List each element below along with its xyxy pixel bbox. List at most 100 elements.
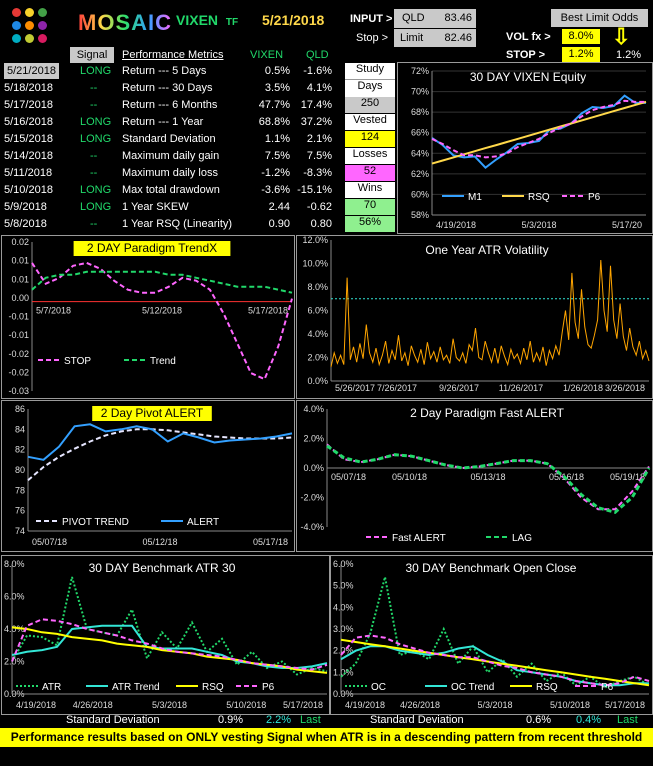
stop2-right-value: 1.2% (616, 49, 642, 61)
series-line-atr (11, 576, 328, 676)
benchoc-svg: 0.0%1.0%2.0%3.0%4.0%5.0%6.0%4/19/2018 4/2… (333, 559, 650, 710)
y-tick-label: 0.00 (11, 293, 29, 303)
report-date: 5/21/2018 (262, 12, 325, 28)
row-date: 5/14/2018 (4, 150, 53, 162)
row-vixen-value: 1.1% (264, 133, 290, 145)
series-line-rsq (431, 100, 647, 165)
pivot-alert-chart-panel: 74 76 78 80 82 84 86 05/07/18 05/12/18 05/17/18 2 … (1, 400, 295, 552)
legend-label: ALERT (187, 517, 219, 528)
input-label: INPUT > (350, 13, 393, 25)
legend-label: P6 (588, 192, 601, 203)
row-signal: LONG (80, 201, 112, 213)
row-qld-value: 0.80 (310, 218, 332, 230)
stats-panel: Study Days 250 Vested 124 Losses 52 Wins… (345, 63, 395, 233)
series-line-trend (31, 270, 293, 294)
y-tick-label: 68% (411, 107, 429, 117)
row-date: 5/21/2018 (4, 63, 59, 79)
legend-label: RSQ (202, 682, 224, 693)
limit-field[interactable]: Limit 82.46 (394, 29, 476, 47)
legend-label: STOP (64, 356, 91, 367)
series-line-stop (31, 261, 293, 381)
y-tick-label: -0.02 (8, 349, 29, 359)
atr-volatility-chart-panel: 0.0% 2.0% 4.0% 6.0% 8.0% 10.0% 12.0% 5/26/2017 7… (296, 235, 653, 399)
row-qld-value: -15.1% (297, 184, 332, 196)
vested-value: 124 (345, 131, 395, 147)
row-qld-value: -8.3% (303, 167, 332, 179)
vested-label: Vested (345, 114, 395, 130)
y-tick-label: 74 (15, 526, 25, 536)
stop2-value[interactable]: 1.2% (562, 47, 600, 62)
row-date: 5/18/2018 (4, 82, 53, 94)
x-tick-label: 5/3/2018 (521, 220, 556, 230)
y-tick-label: 4.0% (303, 404, 324, 414)
row-qld-value: -0.62 (306, 201, 332, 213)
x-tick-label: 4/26/2018 (73, 700, 113, 710)
y-tick-label: -0.01 (8, 330, 29, 340)
y-tick-label: 10.0% (302, 259, 328, 269)
col-header-metrics: Performance Metrics (122, 49, 224, 61)
benchmark-atr-chart-panel: 0.0% 2.0% 4.0% 6.0% 8.0% 4/19/2018 4/26/2018 5/… (1, 555, 330, 715)
y-tick-label: 1.0% (333, 667, 354, 677)
legend-label: P6 (262, 682, 275, 693)
x-tick-label: 5/3/2018 (152, 700, 187, 710)
series-line-alert (27, 423, 293, 461)
y-tick-label: 6.0% (4, 592, 25, 602)
y-tick-label: 0.01 (11, 274, 29, 284)
series-line-p6 (11, 618, 328, 671)
chart-title-bg (92, 406, 212, 421)
y-tick-label: -0.02 (8, 367, 29, 377)
legend-label: RSQ (536, 682, 558, 693)
series-line-lag (326, 444, 651, 514)
row-signal: -- (90, 99, 98, 111)
losses-value: 52 (345, 165, 395, 181)
y-tick-label: -0.03 (8, 386, 29, 396)
row-date: 5/9/2018 (4, 201, 47, 213)
legend-label: ATR (42, 682, 61, 693)
x-tick-label: 7/26/2017 (377, 383, 417, 393)
row-date: 5/11/2018 (4, 167, 53, 179)
equity-svg: 58% 60% 62% 64% 66% 68% 70% 72% 4/19/2018 5/3/201… (411, 66, 647, 230)
wins-value: 70 (345, 199, 395, 215)
legend-label: Fast ALERT (392, 533, 446, 544)
input-field[interactable]: QLD 83.46 (394, 9, 476, 28)
atrvol-svg: 0.0% 2.0% 4.0% 6.0% 8.0% 10.0% 12.0% 5/26/2017 7… (302, 236, 650, 393)
row-metric: Maximum daily loss (122, 167, 218, 179)
row-date: 5/15/2018 (4, 133, 53, 145)
row-metric: Return --- 6 Months (122, 99, 218, 111)
benchmark-oc-chart-panel: 0.0% 1.0% 2.0% 3.0% 4.0% 5.0% 6.0% 4/19/2018 4/2… (330, 555, 653, 715)
row-signal: LONG (80, 133, 112, 145)
x-tick-label: 5/3/2018 (477, 700, 512, 710)
series-line-oc-trend (340, 645, 649, 687)
y-tick-label: 2.0% (333, 646, 354, 656)
row-qld-value: 7.5% (306, 150, 332, 162)
row-vixen-value: 0.5% (264, 65, 290, 77)
row-vixen-value: 3.5% (264, 82, 290, 94)
vol-fx-value[interactable]: 8.0% (562, 29, 600, 44)
row-metric: Standard Deviation (122, 133, 216, 145)
x-tick-label: 05/07/18 (331, 472, 366, 482)
row-signal: LONG (80, 116, 112, 128)
row-signal: -- (90, 167, 98, 179)
trendx-chart-panel: -0.03 -0.02 -0.02 -0.01 -0.01 0.00 0.01 0.01 0.0… (1, 235, 295, 399)
vol-fx-label: VOL fx > (506, 31, 551, 43)
row-signal: -- (90, 218, 98, 230)
chart-title: 30 DAY VIXEN Equity (470, 70, 586, 84)
series-line-oc (340, 576, 650, 689)
y-tick-label: 12.0% (302, 236, 328, 245)
row-vixen-value: 47.7% (258, 99, 290, 111)
y-tick-label: 5.0% (333, 581, 354, 591)
trendx-svg: -0.03 -0.02 -0.02 -0.01 -0.01 0.00 0.01 0.01 0.0… (8, 237, 293, 396)
row-qld-value: 17.4% (300, 99, 332, 111)
row-signal: -- (90, 82, 98, 94)
win-percent: 56% (345, 216, 395, 232)
x-tick-label: 5/12/2018 (142, 306, 182, 316)
row-vixen-value: 2.44 (268, 201, 290, 213)
row-vixen-value: -3.6% (261, 184, 290, 196)
row-signal: LONG (80, 184, 112, 196)
std-dev-left: Standard Deviation 0.9% 2.2% Last (66, 714, 321, 726)
x-tick-label: 4/19/2018 (345, 700, 385, 710)
legend-label: LAG (512, 533, 532, 544)
legend-label: M1 (468, 192, 482, 203)
y-tick-label: 0.0% (307, 376, 328, 386)
row-vixen-value: 68.8% (258, 116, 290, 128)
